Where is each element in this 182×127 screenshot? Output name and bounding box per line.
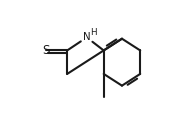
Text: N: N xyxy=(83,32,91,42)
Text: H: H xyxy=(90,28,96,37)
Text: S: S xyxy=(43,44,50,57)
